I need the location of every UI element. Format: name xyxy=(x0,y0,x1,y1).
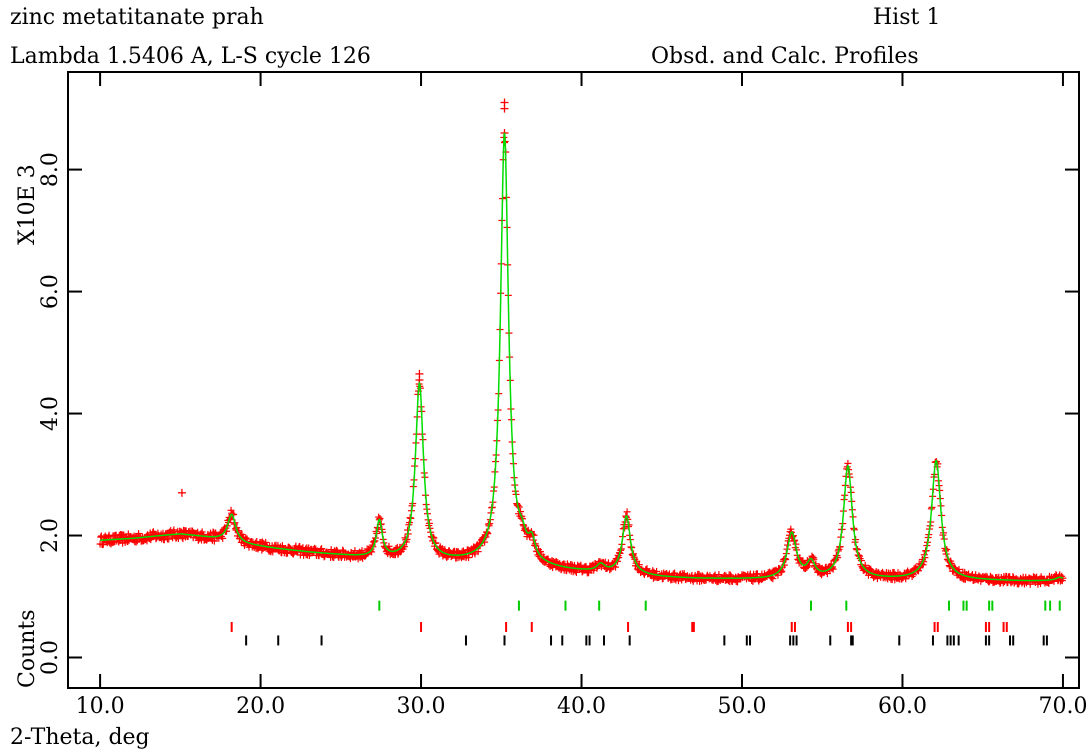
chart-subtitle: Lambda 1.5406 A, L-S cycle 126 xyxy=(10,44,371,69)
observed-profile xyxy=(96,98,1067,588)
x-axis-label: 2-Theta, deg xyxy=(10,725,150,750)
x-tick-label: 20.0 xyxy=(236,694,285,719)
y-tick-label: 8.0 xyxy=(38,152,63,187)
calculated-profile-line xyxy=(100,132,1064,582)
histogram-label: Hist 1 xyxy=(873,5,940,30)
y-axis-ticks: 0.0 2.0 4.0 6.0 8.0 xyxy=(38,152,1079,675)
y-axis-multiplier-label: X10E 3 xyxy=(15,164,40,245)
y-axis-label: Counts xyxy=(15,609,40,688)
x-tick-label: 70.0 xyxy=(1038,694,1087,719)
x-tick-label: 30.0 xyxy=(397,694,446,719)
y-tick-label: 2.0 xyxy=(38,518,63,553)
x-axis-ticks: 10.0 20.0 30.0 40.0 50.0 60.0 70.0 xyxy=(76,72,1087,719)
x-tick-label: 50.0 xyxy=(718,694,767,719)
chart-title: zinc metatitanate prah xyxy=(10,5,264,30)
x-tick-label: 40.0 xyxy=(557,694,606,719)
plot-type-label: Obsd. and Calc. Profiles xyxy=(651,44,919,69)
x-tick-label: 60.0 xyxy=(878,694,927,719)
x-tick-label: 10.0 xyxy=(76,694,125,719)
plot-frame xyxy=(67,71,1080,689)
y-tick-label: 0.0 xyxy=(38,640,63,675)
y-tick-label: 6.0 xyxy=(38,274,63,309)
y-tick-label: 4.0 xyxy=(38,396,63,431)
reflection-markers xyxy=(230,600,1061,646)
